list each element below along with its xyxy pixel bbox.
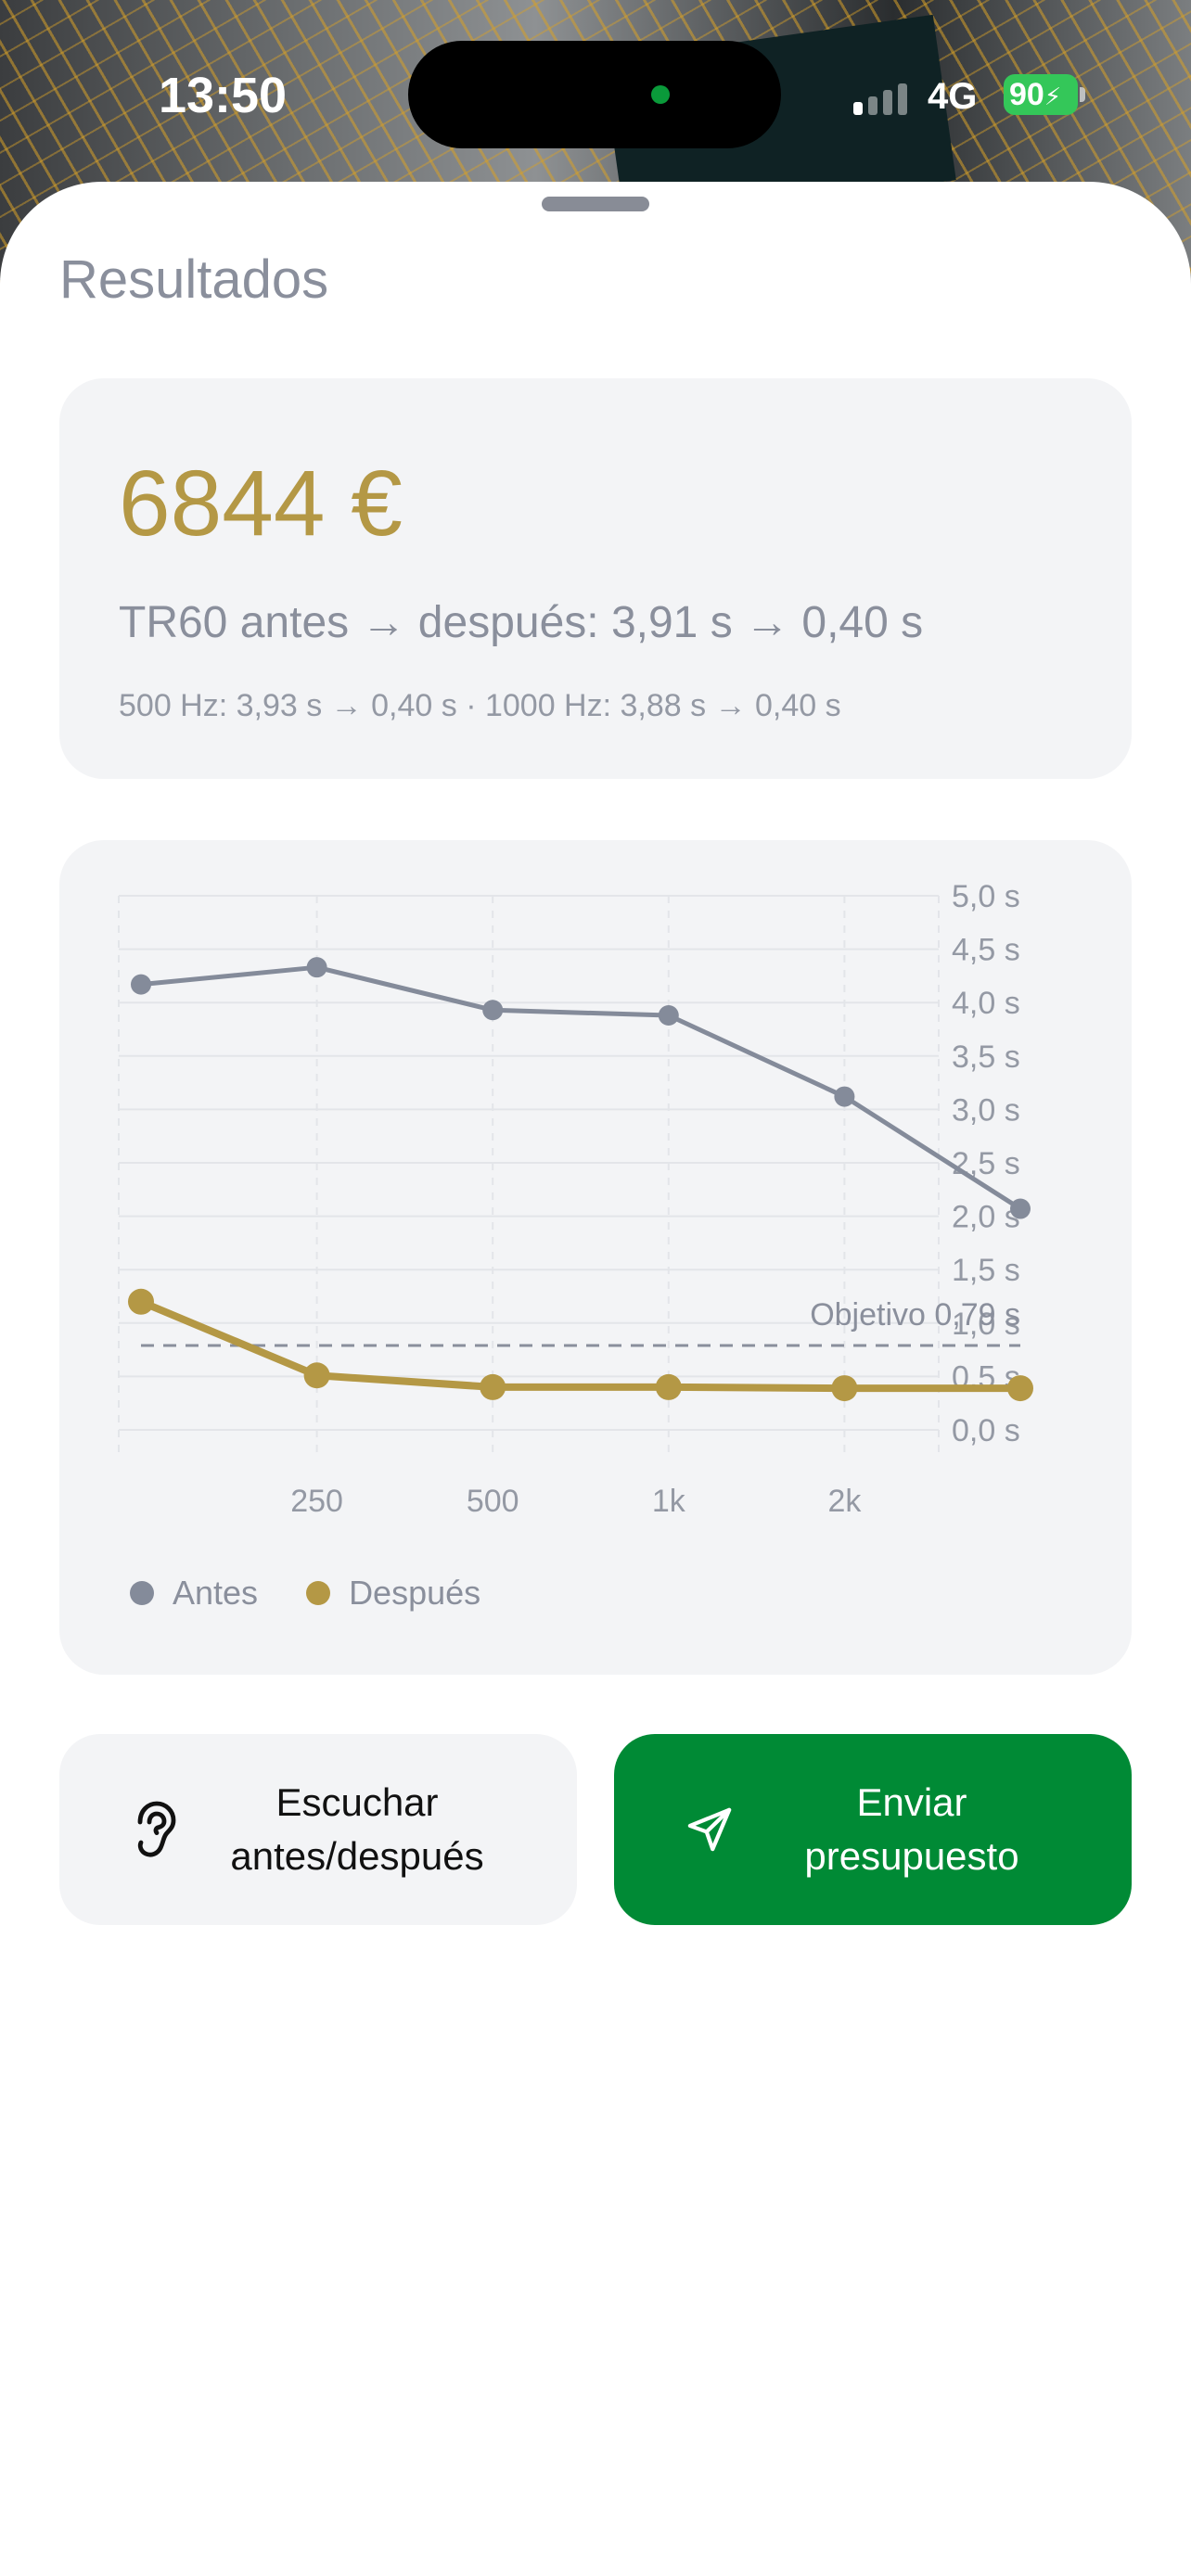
legend-item-despues: Después: [306, 1574, 480, 1613]
network-label: 4G: [928, 76, 978, 117]
results-sheet: Resultados 6844 € TR60 antes → después: …: [0, 182, 1191, 2576]
y-tick-label: 3,5 s: [952, 1039, 1020, 1075]
y-tick-label: 2,5 s: [952, 1146, 1020, 1181]
sheet-drag-handle[interactable]: [542, 197, 649, 211]
legend-label-antes: Antes: [173, 1574, 259, 1612]
data-point-despues: [303, 1362, 330, 1389]
legend-dot-antes: [130, 1581, 154, 1605]
y-tick-label: 4,0 s: [952, 986, 1020, 1021]
y-tick-label: 2,0 s: [952, 1200, 1020, 1235]
x-tick-label: 2k: [827, 1484, 862, 1519]
dynamic-island: [408, 41, 781, 148]
x-tick-label: 500: [467, 1484, 519, 1519]
data-point-despues: [831, 1375, 858, 1402]
data-point-antes: [306, 957, 327, 978]
x-tick-label: 1k: [652, 1484, 686, 1519]
summary-card: 6844 € TR60 antes → después: 3,91 s → 0,…: [59, 378, 1132, 779]
total-price: 6844 €: [119, 452, 403, 555]
data-point-despues: [1007, 1375, 1033, 1402]
data-point-antes: [482, 1000, 504, 1021]
reverberation-chart-card: 5,0 s 4,5 s 4,0 s 3,5 s 3,0 s 2,5 s 2,0 s 1,5 s…: [59, 840, 1132, 1675]
battery-level: 90: [1009, 77, 1044, 112]
series-line-antes: [138, 964, 1023, 1212]
ear-icon: [137, 1801, 176, 1857]
legend-dot-despues: [306, 1581, 331, 1605]
y-tick-label: 5,0 s: [952, 879, 1020, 914]
reverberation-chart: 5,0 s 4,5 s 4,0 s 3,5 s 3,0 s 2,5 s 2,0 s 1,5 s…: [118, 879, 1033, 1519]
send-button-label: Enviar presupuesto: [804, 1780, 1019, 1878]
data-point-despues: [128, 1288, 154, 1315]
data-point-despues: [655, 1373, 682, 1400]
battery-cap: [1080, 87, 1085, 102]
page-title: Resultados: [59, 249, 329, 310]
x-tick-label: 250: [290, 1484, 343, 1519]
y-tick-label: 1,5 s: [952, 1253, 1020, 1288]
series-line-despues: [137, 1297, 1024, 1393]
y-tick-label: 3,0 s: [952, 1092, 1020, 1128]
tr60-summary: TR60 antes → después: 3,91 s → 0,40 s: [119, 598, 924, 647]
target-label: Objetivo 0,79 s: [810, 1297, 1020, 1333]
y-tick-label: 1,0 s: [952, 1307, 1020, 1342]
legend-item-antes: Antes: [130, 1574, 258, 1613]
data-point-antes: [131, 974, 151, 995]
data-point-despues: [480, 1373, 506, 1400]
listen-before-after-button[interactable]: Escuchar antes/después: [59, 1734, 577, 1925]
send-icon: [687, 1807, 732, 1852]
listen-button-label: Escuchar antes/después: [230, 1780, 484, 1878]
camera-indicator: [651, 85, 670, 104]
data-point-antes: [658, 1005, 679, 1027]
y-tick-label: 0,0 s: [952, 1413, 1020, 1448]
signal-icon: [853, 82, 913, 115]
y-tick-label: 4,5 s: [952, 933, 1020, 968]
data-point-antes: [1010, 1198, 1031, 1219]
chart-legend: Antes Después: [130, 1565, 529, 1621]
data-point-antes: [834, 1086, 855, 1107]
status-time: 13:50: [158, 68, 288, 123]
tr60-detail: 500 Hz: 3,93 s → 0,40 s · 1000 Hz: 3,88 …: [119, 688, 841, 723]
legend-label-despues: Después: [349, 1574, 481, 1612]
send-quote-button[interactable]: Enviar presupuesto: [614, 1734, 1132, 1925]
battery-icon: 90⚡: [1004, 74, 1078, 115]
